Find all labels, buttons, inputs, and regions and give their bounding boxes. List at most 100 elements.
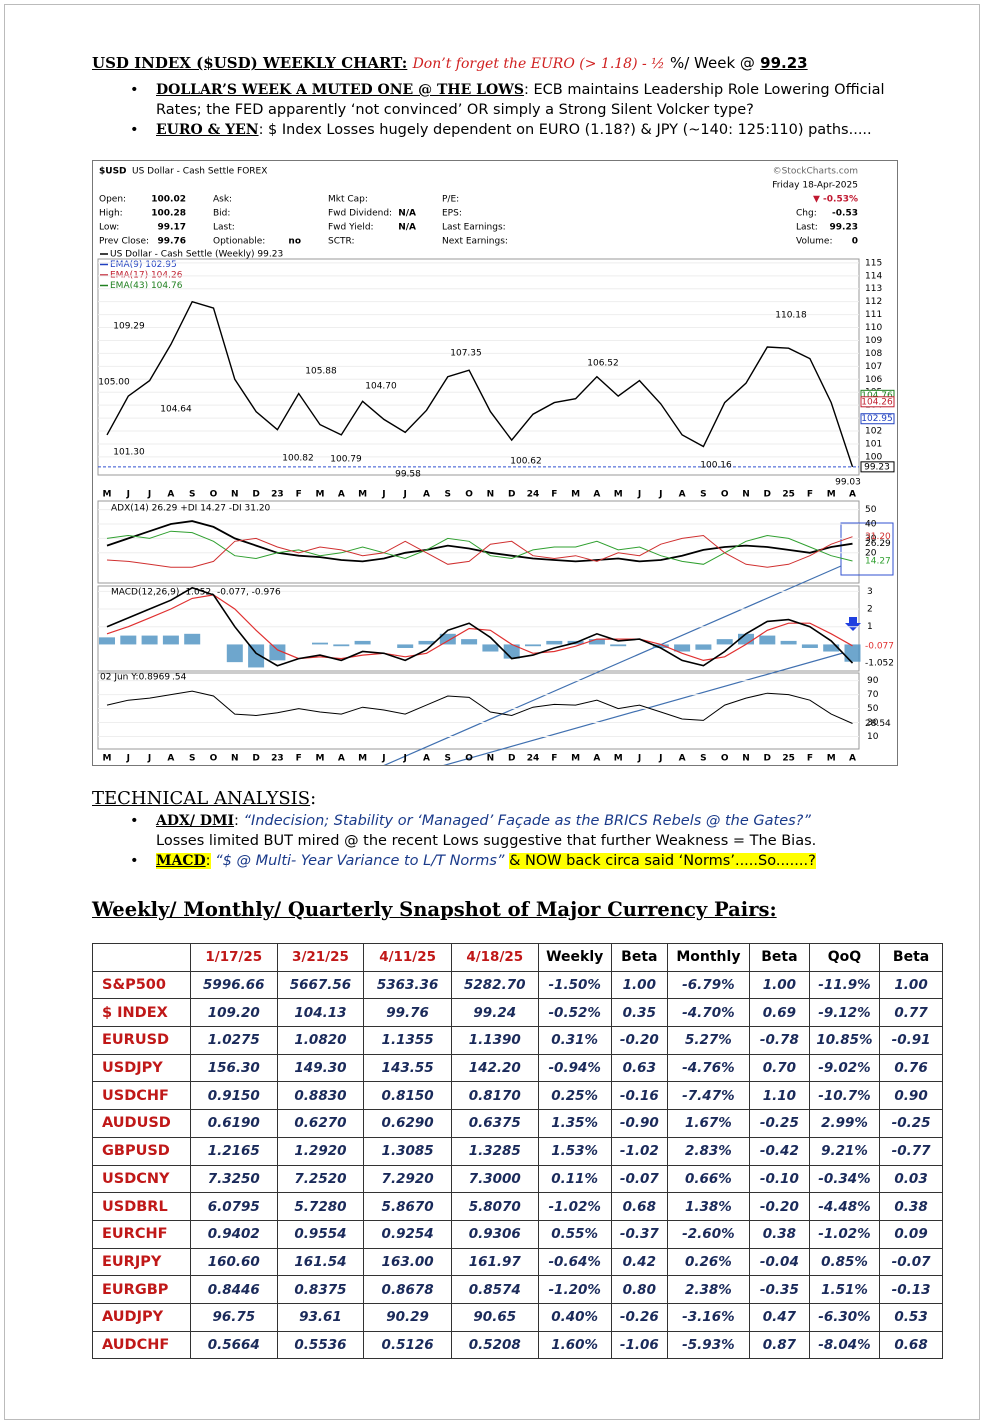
y-tick-label: 100 xyxy=(865,452,882,462)
bullet-text: Losses limited BUT mired @ the recent Lo… xyxy=(156,833,817,849)
price-annotation: 105.00 xyxy=(98,378,130,388)
x-tick-label: M xyxy=(571,490,580,500)
macd-line xyxy=(106,586,854,667)
table-cell: 1.00 xyxy=(610,970,668,1000)
table-cell: 0.31% xyxy=(537,1026,612,1055)
histogram-bar xyxy=(546,640,563,645)
source: ©StockCharts.com xyxy=(773,167,858,177)
info-value: 99.23 xyxy=(830,223,858,233)
price-annotation: 106.52 xyxy=(587,359,619,369)
table-cell: 1/17/25 xyxy=(189,943,278,972)
price-annotation: 99.58 xyxy=(395,470,421,480)
y-tick-label: 112 xyxy=(865,297,882,307)
table-cell: -0.34% xyxy=(808,1164,881,1194)
table-cell: 0.8150 xyxy=(363,1081,452,1111)
table-cell: 0.35 xyxy=(610,998,668,1028)
table-cell: 0.5664 xyxy=(189,1330,278,1360)
table-cell: AUDUSD xyxy=(92,1109,191,1138)
table-cell: 0.42 xyxy=(610,1247,668,1277)
table-cell: 7.3000 xyxy=(450,1164,539,1194)
y-tick-label: 50 xyxy=(865,505,877,515)
x-tick-label: N xyxy=(231,490,239,500)
x-tick-label: 24 xyxy=(527,490,540,500)
x-tick-label: S xyxy=(189,490,195,500)
y-tick-label: 107 xyxy=(865,362,882,372)
x-tick-label: N xyxy=(742,754,750,764)
instrument: US Dollar - Cash Settle FOREX xyxy=(132,167,267,177)
x-tick-label: F xyxy=(296,754,302,764)
table-cell: -3.16% xyxy=(666,1302,750,1332)
table-cell: 143.55 xyxy=(363,1053,452,1083)
table-cell: 0.8830 xyxy=(276,1081,365,1111)
y-tick-label: 106 xyxy=(865,375,882,385)
panel-legend: .54 xyxy=(172,673,187,683)
table-cell: -0.07 xyxy=(879,1247,943,1277)
info-label: Optionable: xyxy=(213,237,265,247)
table-cell: 7.3250 xyxy=(189,1164,278,1194)
table-cell: 0.76 xyxy=(879,1053,943,1083)
x-tick-label: D xyxy=(764,490,771,500)
symbol: $USD xyxy=(99,167,127,177)
table-cell: 1.1390 xyxy=(450,1026,539,1055)
table-cell: -4.70% xyxy=(666,998,750,1028)
x-tick-label: M xyxy=(614,490,623,500)
table-cell: 7.2920 xyxy=(363,1164,452,1194)
table-cell: -6.79% xyxy=(666,970,750,1000)
table-cell: -1.06 xyxy=(610,1330,668,1360)
panel-legend: 02 Jun Y:0.8969 xyxy=(100,673,170,683)
info-value: 0 xyxy=(852,237,858,247)
info-label: Prev Close: xyxy=(99,237,149,247)
rsi-line xyxy=(106,690,853,724)
date: Friday 18-Apr-2025 xyxy=(772,181,858,191)
histogram-bar xyxy=(439,633,456,645)
x-tick-label: A xyxy=(338,754,345,764)
x-tick-label: N xyxy=(742,490,750,500)
table-cell: 1.10 xyxy=(748,1081,810,1111)
table-cell: 96.75 xyxy=(189,1302,278,1332)
histogram-bar xyxy=(397,644,414,648)
price-panel xyxy=(97,258,860,476)
bullet: EURO & YEN: $ Index Losses hugely depend… xyxy=(130,120,910,140)
table-cell: -0.52% xyxy=(537,998,612,1028)
table-cell: 90.65 xyxy=(450,1302,539,1332)
quote: “$ @ Multi- Year Variance to L/T Norms” xyxy=(215,853,505,869)
x-tick-label: D xyxy=(508,490,515,500)
legend-entry: US Dollar - Cash Settle (Weekly) 99.23 xyxy=(110,250,283,260)
x-tick-label: O xyxy=(210,490,218,500)
table-cell: 5.7280 xyxy=(276,1192,365,1221)
table-cell: Weekly xyxy=(537,943,612,972)
table-cell: -0.94% xyxy=(537,1053,612,1083)
histogram-bar xyxy=(418,640,435,645)
info-label: Fwd Dividend: xyxy=(328,209,392,219)
table-cell: 0.47 xyxy=(748,1302,810,1332)
table-cell: -10.7% xyxy=(808,1081,881,1111)
histogram-bar xyxy=(695,644,712,650)
table-cell: 0.9306 xyxy=(450,1219,539,1249)
histogram-bar xyxy=(482,644,499,652)
histogram-bar xyxy=(801,644,818,648)
info-label: Ask: xyxy=(213,195,232,205)
table-cell: 0.6375 xyxy=(450,1109,539,1138)
price-annotation: 99.03 xyxy=(835,478,861,488)
price-annotation: 105.88 xyxy=(305,367,337,377)
table-row: AUDJPY 96.75 93.61 90.29 90.65 0.40% -0.26 -3.1… xyxy=(92,1302,943,1332)
x-tick-label: O xyxy=(465,754,473,764)
table-cell: -5.93% xyxy=(666,1330,750,1360)
table-cell: 0.66% xyxy=(666,1164,750,1194)
table-cell: $ INDEX xyxy=(92,998,191,1028)
chart-bg xyxy=(93,161,897,765)
x-tick-label: J xyxy=(403,490,407,500)
table-cell: 4/11/25 xyxy=(363,943,452,972)
table-cell: 0.6190 xyxy=(189,1109,278,1138)
table-cell: EURCHF xyxy=(92,1219,191,1249)
x-tick-label: M xyxy=(614,754,623,764)
table-cell: AUDJPY xyxy=(92,1302,191,1332)
series-label: -0.077 xyxy=(865,641,894,651)
table-cell: 161.97 xyxy=(450,1247,539,1277)
quote: “Indecision; Stability or ‘Managed’ Faça… xyxy=(243,813,811,829)
x-tick-label: J xyxy=(637,754,641,764)
table-cell: USDCNY xyxy=(92,1164,191,1194)
legend-entry: EMA(9) 102.95 xyxy=(110,260,177,270)
table-cell: 5667.56 xyxy=(276,970,365,1000)
info-label: Chg: xyxy=(796,209,817,219)
